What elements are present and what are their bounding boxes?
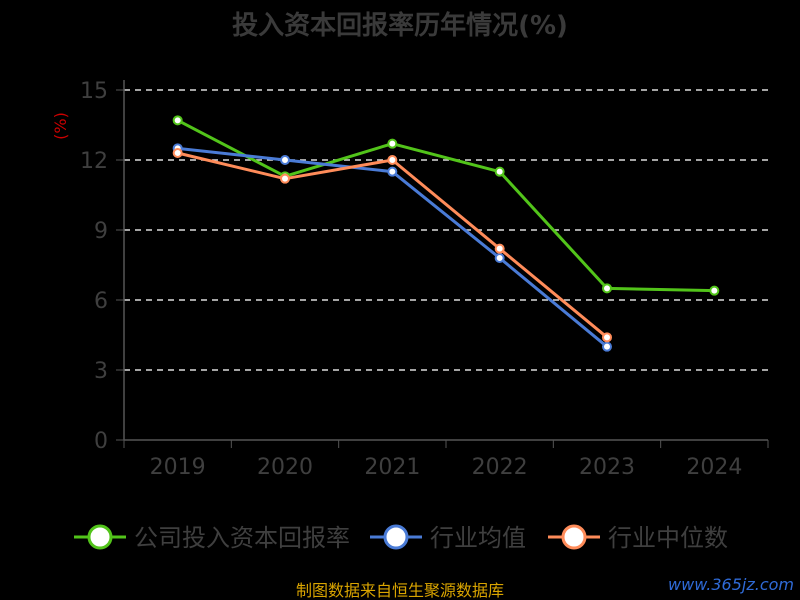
data-point[interactable] — [494, 253, 505, 263]
legend-marker — [383, 524, 409, 550]
series-line — [177, 151, 608, 339]
x-tick-label: 2024 — [686, 455, 742, 480]
x-tick-label: 2022 — [472, 455, 528, 480]
legend-item-2[interactable]: 行业中位数 — [548, 524, 728, 552]
y-axis-label: (%) — [51, 112, 70, 140]
series-2 — [172, 148, 612, 343]
series-line — [176, 119, 715, 293]
legend-item-1[interactable]: 行业均值 — [370, 524, 526, 552]
data-point[interactable] — [709, 285, 720, 296]
data-point[interactable] — [602, 332, 612, 343]
y-tick-label: 3 — [94, 359, 108, 384]
x-tick-label: 2021 — [364, 455, 420, 480]
legend-marker — [561, 524, 587, 550]
grid-lines — [124, 89, 768, 371]
legend-label: 行业中位数 — [608, 524, 728, 552]
data-point[interactable] — [602, 283, 612, 294]
watermark: www.365jz.com — [668, 575, 794, 594]
data-point[interactable] — [387, 155, 398, 165]
data-point[interactable] — [387, 166, 398, 177]
y-tick-labels: 0 3 6 9 12 15 — [80, 79, 124, 454]
data-point[interactable] — [172, 148, 183, 158]
series-lines — [172, 115, 720, 352]
legend-label: 公司投入资本回报率 — [134, 524, 350, 552]
legend-marker — [87, 524, 113, 550]
data-point[interactable] — [494, 243, 505, 254]
data-point[interactable] — [602, 341, 612, 352]
y-tick-label: 6 — [94, 289, 108, 314]
legend-label: 行业均值 — [430, 524, 526, 552]
data-source-note: 制图数据来自恒生聚源数据库 — [296, 581, 504, 600]
data-point[interactable] — [172, 115, 183, 126]
data-point[interactable] — [280, 173, 290, 184]
axes — [123, 80, 768, 441]
legend[interactable]: 公司投入资本回报率 行业均值 行业中位数 — [74, 524, 728, 552]
y-tick-label: 0 — [94, 429, 108, 454]
data-point[interactable] — [387, 138, 398, 149]
series-1 — [172, 143, 612, 352]
y-tick-label: 15 — [80, 79, 108, 104]
y-tick-label: 9 — [94, 219, 108, 244]
chart-title: 投入资本回报率历年情况(%) — [232, 10, 568, 41]
legend-item-0[interactable]: 公司投入资本回报率 — [74, 524, 350, 552]
y-tick-label: 12 — [80, 149, 108, 174]
data-point[interactable] — [280, 155, 290, 165]
x-tick-labels: 2019 2020 2021 2022 2023 2024 — [123, 440, 769, 480]
x-tick-label: 2020 — [257, 455, 313, 480]
data-point[interactable] — [494, 166, 505, 177]
series-line — [177, 146, 608, 348]
x-tick-label: 2019 — [150, 455, 206, 480]
x-tick-label: 2023 — [579, 455, 635, 480]
